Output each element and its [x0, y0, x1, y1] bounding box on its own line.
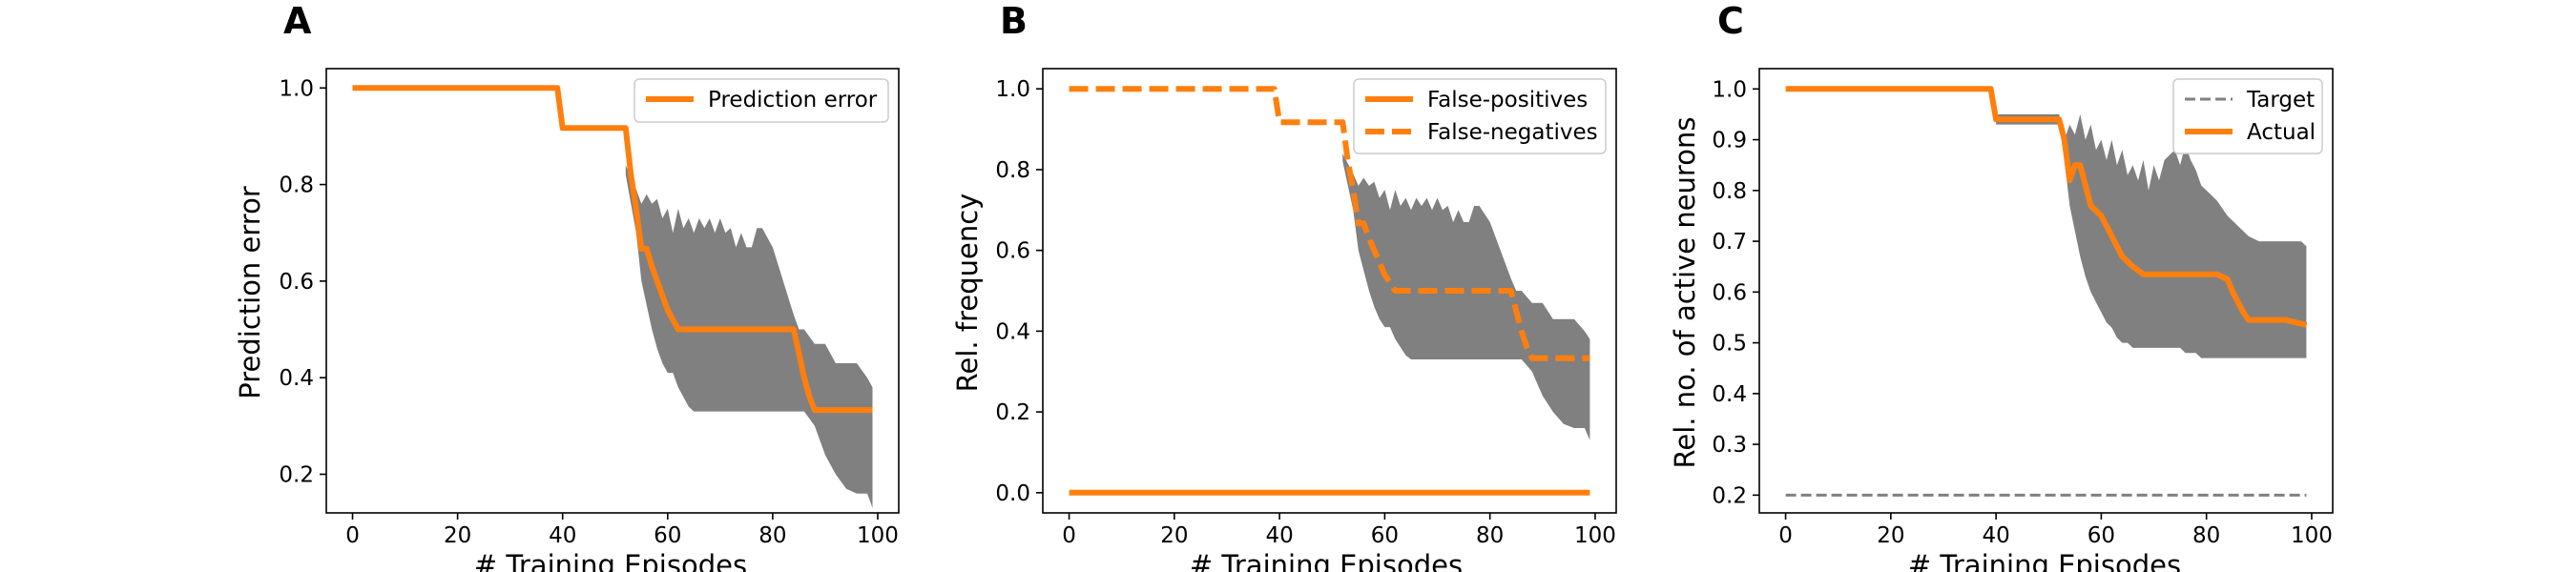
- panel-b-x-tick-label: 40: [1265, 523, 1293, 548]
- panel-b-x-tick-label: 100: [1574, 523, 1616, 548]
- panel-a-spread-band-0: [625, 165, 873, 508]
- panel-a-x-tick-label: 100: [857, 523, 899, 548]
- panel-b-y-tick-label: 0.6: [995, 239, 1030, 264]
- panel-c-x-tick-label: 20: [1877, 523, 1904, 548]
- panel-c-y-tick-label: 0.6: [1712, 280, 1747, 305]
- panel-c-legend: Target Actual: [2172, 78, 2323, 154]
- panel-b-legend-label-false-positives: False-positives: [1427, 88, 1588, 112]
- panel-c-y-axis-label: Rel. no. of active neurons: [1669, 117, 1701, 469]
- panel-c-x-tick-label: 60: [2088, 523, 2115, 548]
- panel-b-legend-box: [1353, 78, 1607, 154]
- panel-c-y-tick-label: 0.2: [1712, 483, 1747, 508]
- panel-c-x-tick-label: 80: [2192, 523, 2220, 548]
- panel-b-y-axis-label: Rel. frequency: [951, 194, 984, 393]
- panel-b-x-tick-label: 20: [1160, 523, 1188, 548]
- panel-a-y-tick-label: 0.4: [279, 366, 314, 391]
- panel-c-x-axis-label: # Training Episodes: [1908, 549, 2181, 572]
- panel-b-y-tick-label: 0.8: [995, 158, 1030, 183]
- panel-a-plot: 0 20 40 60 80 100 0.2 0.4 0.6 0.8 1.0: [279, 68, 900, 548]
- panel-b-spread-band-0: [1342, 153, 1590, 440]
- panel-b-x-axis-label: # Training Episodes: [1190, 549, 1463, 572]
- panel-b-x-tick-label: 60: [1371, 523, 1399, 548]
- panel-a-series-prediction-error: [352, 85, 873, 414]
- panel-a-x-axis-label: # Training Episodes: [474, 549, 747, 572]
- panel-b-legend: False-positives False-negatives: [1353, 78, 1607, 154]
- panel-a-x-tick-label: 60: [654, 523, 681, 548]
- panel-c-y-tick-label: 0.7: [1712, 230, 1747, 255]
- panel-b-y-tick-label: 0.4: [995, 319, 1030, 344]
- panel-b-letter: B: [1000, 0, 1028, 42]
- panel-a-x-tick-label: 0: [345, 523, 360, 548]
- panel-a-y-tick-label: 0.2: [279, 462, 314, 487]
- panel-a-x-tick-label: 20: [444, 523, 471, 548]
- panel-c-letter: C: [1717, 0, 1744, 42]
- panel-b-x-tick-label: 80: [1476, 523, 1504, 548]
- panel-a-axes-frame: [325, 68, 900, 514]
- panel-b-series-false-negatives: [1069, 86, 1590, 361]
- panel-b-y-tick-label: 0.0: [995, 481, 1030, 506]
- panel-b: B 0 20 40 60 80 100 0.0 0.2 0.4 0.6 0.8 1.0 # Train…: [951, 0, 1617, 572]
- panel-a-y-tick-label: 0.8: [279, 174, 314, 198]
- panel-a-legend-box: [634, 78, 889, 123]
- panel-a-x-tick-label: 40: [549, 523, 576, 548]
- panel-c-legend-label-actual: Actual: [2247, 120, 2316, 145]
- panel-b-y-tick-label: 0.2: [995, 400, 1030, 425]
- panel-a-letter: A: [283, 0, 312, 42]
- panel-b-x-tick-label: 0: [1062, 523, 1076, 548]
- panel-c-x-tick-label: 100: [2291, 523, 2333, 548]
- panel-a-x-tick-label: 80: [758, 523, 786, 548]
- panel-c-plot: 0 20 40 60 80 100 0.2 0.3 0.4 0.5 0.6 0.7 0.8 0.9 1.0: [1712, 68, 2334, 548]
- panel-c-legend-label-target: Target: [2246, 88, 2315, 112]
- panel-c-series-actual: [1785, 86, 2308, 328]
- panel-a-legend-label-prediction-error: Prediction error: [708, 88, 878, 112]
- panel-b-plot: 0 20 40 60 80 100 0.0 0.2 0.4 0.6 0.8 1.0: [995, 68, 1617, 548]
- panel-c-axes-frame: [1758, 68, 2334, 514]
- panel-c-x-tick-label: 0: [1778, 523, 1793, 548]
- panel-c-y-tick-label: 0.3: [1712, 433, 1747, 458]
- panel-a-y-tick-label: 1.0: [279, 76, 314, 101]
- panel-b-y-tick-label: 1.0: [995, 77, 1030, 102]
- panel-c-y-tick-label: 1.0: [1712, 77, 1747, 102]
- panel-a-legend: Prediction error: [634, 78, 889, 123]
- panel-a-y-axis-label: Prediction error: [234, 186, 266, 399]
- panel-b-legend-label-false-negatives: False-negatives: [1427, 120, 1598, 145]
- panel-c-x-tick-label: 40: [1982, 523, 2009, 548]
- panel-c-y-tick-label: 0.5: [1712, 332, 1747, 357]
- panel-c-y-tick-label: 0.8: [1712, 179, 1747, 204]
- panel-b-axes-frame: [1042, 68, 1617, 514]
- panel-a-y-tick-label: 0.6: [279, 270, 314, 295]
- panel-c: C 0 20 40 60 80 100 0.2 0.3 0.4 0.5 0.6 0.7 0.8 0.9 1.…: [1669, 0, 2334, 572]
- panel-c-y-tick-label: 0.4: [1712, 382, 1747, 407]
- panel-a: A 0 20 40 60 80 100 0.2 0.4 0.6 0.8 1.0 # Training…: [234, 0, 900, 572]
- panel-c-y-tick-label: 0.9: [1712, 129, 1747, 153]
